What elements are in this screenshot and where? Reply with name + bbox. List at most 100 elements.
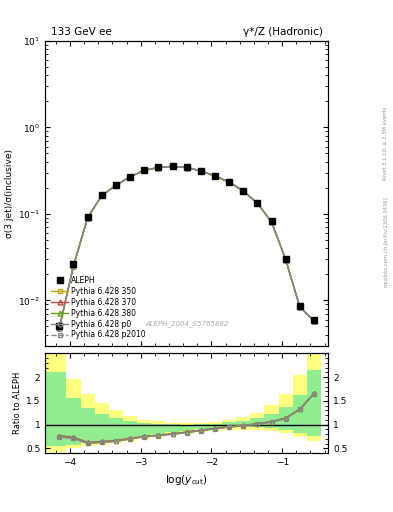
Pythia 6.428 p2010 [114, 182, 118, 188]
Pythia 6.428 350 [57, 325, 62, 331]
ALEPH [283, 256, 288, 262]
Pythia 6.428 p0 [269, 219, 274, 225]
Text: 133 GeV ee: 133 GeV ee [51, 27, 112, 37]
Y-axis label: Ratio to ALEPH: Ratio to ALEPH [13, 372, 22, 434]
Pythia 6.428 p2010 [198, 168, 203, 174]
Pythia 6.428 p0 [71, 263, 76, 269]
Pythia 6.428 380 [128, 174, 132, 180]
Pythia 6.428 370 [99, 193, 104, 199]
ALEPH [269, 218, 274, 224]
Pythia 6.428 380 [213, 173, 217, 179]
Pythia 6.428 380 [57, 325, 62, 331]
Pythia 6.428 350 [213, 173, 217, 179]
Pythia 6.428 p2010 [85, 215, 90, 221]
Pythia 6.428 380 [312, 317, 316, 324]
Pythia 6.428 p0 [241, 188, 246, 194]
Pythia 6.428 p2010 [57, 325, 62, 331]
Pythia 6.428 370 [184, 164, 189, 170]
Text: ALEPH_2004_S5765862: ALEPH_2004_S5765862 [145, 321, 228, 327]
Pythia 6.428 380 [255, 200, 260, 206]
ALEPH [298, 304, 302, 310]
ALEPH [255, 200, 260, 206]
Pythia 6.428 380 [71, 263, 76, 269]
Pythia 6.428 380 [184, 164, 189, 170]
Pythia 6.428 p0 [114, 182, 118, 188]
ALEPH [71, 262, 76, 268]
Pythia 6.428 380 [269, 219, 274, 225]
Pythia 6.428 p0 [99, 193, 104, 199]
ALEPH [198, 168, 203, 174]
ALEPH [57, 324, 62, 330]
ALEPH [99, 192, 104, 198]
Pythia 6.428 p0 [142, 167, 147, 173]
Line: Pythia 6.428 380: Pythia 6.428 380 [57, 164, 316, 330]
ALEPH [213, 173, 217, 179]
Pythia 6.428 p2010 [156, 164, 161, 170]
Pythia 6.428 p2010 [71, 263, 76, 269]
ALEPH [312, 316, 316, 323]
Pythia 6.428 p0 [184, 164, 189, 170]
Pythia 6.428 370 [269, 219, 274, 225]
Pythia 6.428 380 [170, 163, 175, 169]
Pythia 6.428 370 [227, 179, 231, 185]
Text: [arXiv:1306.3436]: [arXiv:1306.3436] [383, 196, 388, 244]
Pythia 6.428 370 [142, 167, 147, 174]
Pythia 6.428 p0 [213, 173, 217, 179]
Pythia 6.428 350 [156, 164, 161, 170]
Pythia 6.428 350 [142, 167, 147, 174]
Pythia 6.428 p2010 [269, 219, 274, 225]
Pythia 6.428 p2010 [128, 174, 132, 180]
ALEPH [170, 163, 175, 169]
ALEPH [184, 164, 189, 170]
Pythia 6.428 380 [283, 257, 288, 263]
X-axis label: log($y_\mathrm{cut}$): log($y_\mathrm{cut}$) [165, 473, 208, 486]
Pythia 6.428 370 [57, 325, 62, 331]
ALEPH [85, 214, 90, 220]
Pythia 6.428 350 [227, 179, 231, 185]
Pythia 6.428 p2010 [312, 317, 316, 324]
Pythia 6.428 350 [85, 215, 90, 221]
ALEPH [142, 167, 147, 173]
Pythia 6.428 350 [269, 219, 274, 225]
Pythia 6.428 p2010 [184, 164, 189, 170]
Pythia 6.428 p0 [227, 179, 231, 185]
Pythia 6.428 380 [142, 167, 147, 174]
Pythia 6.428 p2010 [241, 188, 246, 194]
Pythia 6.428 370 [156, 164, 161, 170]
ALEPH [114, 182, 118, 188]
Pythia 6.428 p0 [85, 215, 90, 221]
Pythia 6.428 p2010 [227, 179, 231, 185]
Pythia 6.428 p0 [128, 174, 132, 180]
Pythia 6.428 p2010 [213, 173, 217, 179]
Text: γ*/Z (Hadronic): γ*/Z (Hadronic) [242, 27, 323, 37]
ALEPH [156, 164, 161, 170]
Pythia 6.428 p0 [198, 168, 203, 174]
Pythia 6.428 p0 [255, 200, 260, 206]
Pythia 6.428 350 [283, 257, 288, 263]
Pythia 6.428 370 [170, 163, 175, 169]
Pythia 6.428 380 [85, 215, 90, 221]
Pythia 6.428 p2010 [283, 257, 288, 263]
Pythia 6.428 370 [241, 188, 246, 194]
Pythia 6.428 350 [184, 164, 189, 170]
Line: ALEPH: ALEPH [56, 163, 317, 330]
Pythia 6.428 370 [283, 257, 288, 263]
Pythia 6.428 370 [312, 317, 316, 324]
Pythia 6.428 p0 [156, 164, 161, 170]
Line: Pythia 6.428 370: Pythia 6.428 370 [57, 164, 316, 330]
Pythia 6.428 380 [241, 188, 246, 194]
Pythia 6.428 p2010 [255, 200, 260, 206]
Pythia 6.428 370 [255, 200, 260, 206]
Y-axis label: σ(3 jet)/σ(inclusive): σ(3 jet)/σ(inclusive) [5, 149, 14, 238]
Pythia 6.428 350 [198, 168, 203, 174]
Pythia 6.428 350 [71, 263, 76, 269]
Line: Pythia 6.428 350: Pythia 6.428 350 [57, 164, 316, 330]
Pythia 6.428 370 [213, 173, 217, 179]
Pythia 6.428 370 [85, 215, 90, 221]
Pythia 6.428 p0 [57, 325, 62, 331]
Pythia 6.428 350 [298, 304, 302, 310]
Line: Pythia 6.428 p0: Pythia 6.428 p0 [57, 164, 316, 330]
ALEPH [241, 188, 246, 194]
Pythia 6.428 380 [156, 164, 161, 170]
Pythia 6.428 p0 [298, 304, 302, 310]
